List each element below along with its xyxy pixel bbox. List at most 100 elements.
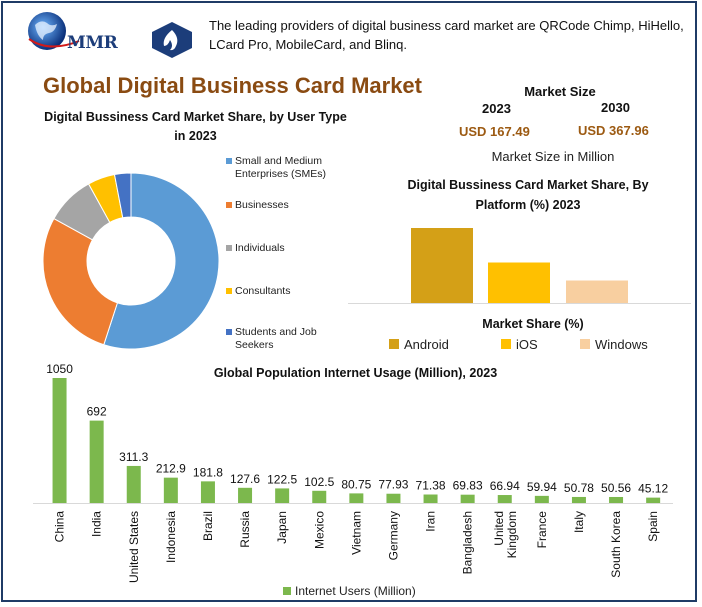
donut-legend-swatch [226, 288, 232, 294]
internet-tick-label-france: France [535, 511, 549, 549]
donut-slice-businesses [42, 217, 119, 346]
platform-legend-title: Market Share (%) [482, 317, 584, 331]
mmr-globe-logo [28, 12, 80, 50]
platform-legend-label: iOS [516, 337, 538, 352]
internet-data-label-indonesia: 212.9 [156, 462, 186, 476]
donut-slice-small-and-medium-enterprises-smes [103, 172, 220, 350]
market-size-title: Market Size [524, 84, 596, 99]
internet-data-label-spain: 45.12 [638, 482, 668, 496]
platform-legend-swatch [389, 339, 399, 349]
internet-bar-china [52, 378, 67, 503]
internet-bar-russia [238, 487, 253, 503]
internet-bar-india [89, 420, 104, 503]
platform-bar-chart [348, 228, 691, 304]
internet-bar-france [534, 495, 549, 503]
internet-tick-label-bangladesh: Bangladesh [461, 511, 475, 574]
internet-data-label-south-korea: 50.56 [601, 481, 631, 495]
donut-slice-students-and-job-seekers [113, 172, 132, 219]
internet-data-label-germany: 77.93 [378, 478, 408, 492]
internet-data-label-france: 59.94 [527, 480, 557, 494]
internet-tick-label-india: India [90, 511, 104, 537]
internet-legend: Internet Users (Million) [283, 584, 416, 598]
internet-data-label-bangladesh: 69.83 [453, 479, 483, 493]
internet-tick-label-japan: Japan [275, 511, 289, 544]
internet-tick-label-spain: Spain [646, 511, 660, 542]
internet-bar-iran [423, 494, 438, 503]
internet-tick-label-south-korea: South Korea [609, 511, 623, 578]
internet-chart-title: Global Population Internet Usage (Millio… [213, 366, 498, 380]
internet-data-label-iran: 71.38 [416, 479, 446, 493]
internet-bar-south-korea [609, 496, 624, 503]
platform-legend-swatch [580, 339, 590, 349]
market-size-year-2030: 2030 [601, 100, 630, 115]
donut-legend-item-businesses: Businesses [226, 199, 345, 212]
internet-tick-label-russia: Russia [238, 511, 252, 548]
platform-legend-item-ios: iOS [501, 337, 538, 352]
user-type-donut-chart [42, 172, 220, 350]
internet-data-label-united-kingdom: 66.94 [490, 479, 520, 493]
platform-chart-title: Digital Bussiness Card Market Share, By … [407, 178, 649, 212]
internet-bar-brazil [200, 481, 215, 503]
donut-chart-title: Digital Bussiness Card Market Share, by … [44, 110, 347, 143]
internet-bar-germany [386, 493, 401, 503]
page-title: Global Digital Business Card Market [43, 73, 422, 98]
platform-bar-ios [488, 262, 550, 303]
donut-legend-item-individuals: Individuals [226, 242, 345, 255]
platform-bar-android [411, 228, 473, 303]
internet-bar-bangladesh [460, 494, 475, 503]
platform-legend-label: Android [404, 337, 449, 352]
internet-bar-mexico [312, 490, 327, 503]
donut-legend-swatch [226, 329, 232, 335]
internet-bar-united-kingdom [497, 495, 512, 503]
intro-text: The leading providers of digital busines… [209, 18, 684, 52]
platform-legend-label: Windows [595, 337, 648, 352]
internet-data-label-china: 1050 [46, 363, 73, 376]
donut-legend-item-small-and-medium-enterprises-smes: Small and Medium Enterprises (SMEs) [226, 155, 345, 181]
internet-tick-label-iran: Iran [424, 511, 438, 532]
internet-bar-united-states [126, 465, 141, 503]
internet-tick-label-italy: Italy [572, 511, 586, 533]
donut-legend-item-consultants: Consultants [226, 285, 345, 298]
internet-tick-label-brazil: Brazil [201, 511, 215, 541]
logo-text: MMR [67, 33, 118, 53]
market-size-value-2023: USD 167.49 [459, 124, 530, 139]
internet-data-label-brazil: 181.8 [193, 465, 223, 479]
platform-legend-item-android: Android [389, 337, 449, 352]
internet-legend-swatch [283, 587, 291, 595]
platform-legend-swatch [501, 339, 511, 349]
internet-data-label-united-states: 311.3 [119, 450, 148, 464]
market-size-year-2023: 2023 [482, 101, 511, 116]
internet-usage-bar-chart: 1050 China 692 India 311.3 United States 212.9… [33, 363, 673, 583]
internet-tick-label-china: China [53, 511, 67, 543]
flame-logo-icon [152, 22, 192, 58]
donut-legend-item-students-and-job-seekers: Students and Job Seekers [226, 326, 345, 352]
internet-tick-label-united-kingdom: UnitedKingdom [492, 511, 519, 558]
platform-legend-item-windows: Windows [580, 337, 648, 352]
market-size-value-2030: USD 367.96 [578, 123, 649, 138]
donut-legend-label: Small and Medium Enterprises (SMEs) [235, 155, 327, 180]
donut-legend-label: Businesses [235, 199, 289, 211]
market-size-unit: Market Size in Million [491, 149, 615, 164]
donut-legend-label: Consultants [235, 285, 291, 297]
internet-bar-spain [646, 497, 661, 503]
internet-tick-label-germany: Germany [386, 511, 400, 560]
internet-data-label-india: 692 [87, 405, 107, 419]
donut-legend-swatch [226, 158, 232, 164]
internet-tick-label-vietnam: Vietnam [349, 511, 363, 555]
internet-data-label-russia: 127.6 [230, 472, 260, 486]
internet-tick-label-indonesia: Indonesia [164, 511, 178, 563]
internet-tick-label-united-states: United States [127, 511, 141, 583]
internet-data-label-vietnam: 80.75 [341, 477, 371, 491]
internet-data-label-japan: 122.5 [267, 472, 297, 486]
donut-legend-label: Students and Job Seekers [235, 326, 317, 351]
donut-legend-swatch [226, 245, 232, 251]
internet-data-label-italy: 50.78 [564, 481, 594, 495]
internet-bar-italy [571, 496, 586, 503]
donut-legend-label: Individuals [235, 242, 285, 254]
internet-legend-label: Internet Users (Million) [295, 584, 416, 598]
platform-bar-windows [566, 280, 628, 303]
internet-bar-japan [275, 488, 290, 503]
internet-tick-label-mexico: Mexico [312, 511, 326, 549]
donut-legend-swatch [226, 202, 232, 208]
